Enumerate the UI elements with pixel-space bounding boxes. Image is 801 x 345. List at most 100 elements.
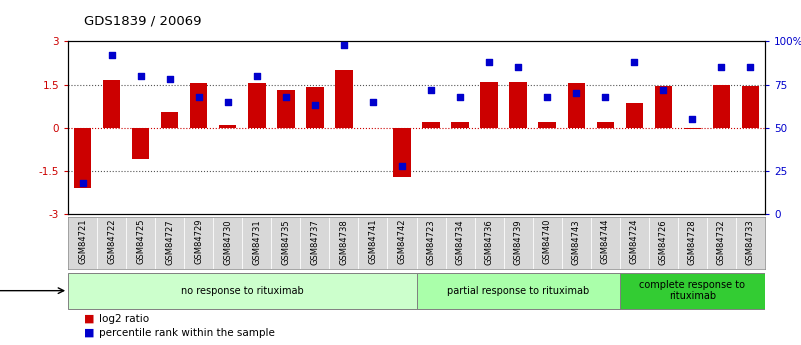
- Bar: [620, 273, 765, 308]
- Text: GSM84734: GSM84734: [456, 219, 465, 265]
- Text: GSM84728: GSM84728: [688, 219, 697, 265]
- Text: complete response to
rituximab: complete response to rituximab: [639, 280, 746, 302]
- Text: GSM84730: GSM84730: [223, 219, 232, 265]
- Bar: [277, 90, 295, 128]
- Bar: [161, 112, 179, 128]
- Point: [76, 180, 89, 186]
- Bar: [213, 217, 242, 269]
- Point: [280, 94, 292, 99]
- Text: GSM84743: GSM84743: [572, 219, 581, 265]
- Text: GSM84733: GSM84733: [746, 219, 755, 265]
- Bar: [388, 217, 417, 269]
- Text: log2 ratio: log2 ratio: [99, 314, 149, 324]
- Bar: [335, 70, 352, 128]
- Point: [453, 94, 466, 99]
- Text: partial response to rituximab: partial response to rituximab: [447, 286, 590, 296]
- Text: GSM84742: GSM84742: [397, 219, 406, 264]
- Bar: [678, 217, 706, 269]
- Point: [251, 73, 264, 79]
- Point: [192, 94, 205, 99]
- Point: [163, 77, 176, 82]
- Point: [221, 99, 234, 105]
- Bar: [74, 128, 91, 188]
- Bar: [504, 217, 533, 269]
- Point: [628, 59, 641, 65]
- Point: [570, 90, 582, 96]
- Bar: [393, 128, 411, 177]
- Text: GSM84729: GSM84729: [195, 219, 203, 264]
- Point: [541, 94, 553, 99]
- Text: GSM84726: GSM84726: [659, 219, 668, 265]
- Bar: [242, 217, 272, 269]
- Point: [483, 59, 496, 65]
- Bar: [300, 217, 329, 269]
- Bar: [422, 122, 440, 128]
- Text: GSM84731: GSM84731: [252, 219, 261, 265]
- Bar: [683, 128, 701, 129]
- Bar: [248, 83, 266, 128]
- Bar: [533, 217, 562, 269]
- Bar: [562, 217, 590, 269]
- Point: [512, 65, 525, 70]
- Point: [599, 94, 612, 99]
- Bar: [272, 217, 300, 269]
- Point: [425, 87, 437, 92]
- Point: [105, 52, 118, 58]
- Text: GSM84736: GSM84736: [485, 219, 493, 265]
- Text: GSM84732: GSM84732: [717, 219, 726, 265]
- Bar: [706, 217, 736, 269]
- Text: ■: ■: [84, 314, 95, 324]
- Bar: [742, 86, 759, 128]
- Bar: [474, 217, 504, 269]
- Bar: [103, 80, 120, 128]
- Bar: [68, 217, 97, 269]
- Text: ■: ■: [84, 328, 95, 338]
- Point: [686, 116, 698, 122]
- Bar: [445, 217, 474, 269]
- Text: GDS1839 / 20069: GDS1839 / 20069: [84, 14, 202, 28]
- Text: GSM84739: GSM84739: [513, 219, 522, 265]
- Bar: [219, 125, 236, 128]
- Bar: [329, 217, 359, 269]
- Bar: [417, 217, 445, 269]
- Bar: [306, 87, 324, 128]
- Text: no response to rituximab: no response to rituximab: [181, 286, 304, 296]
- Bar: [155, 217, 184, 269]
- Text: percentile rank within the sample: percentile rank within the sample: [99, 328, 275, 338]
- Text: GSM84740: GSM84740: [543, 219, 552, 264]
- Bar: [481, 82, 497, 128]
- Point: [744, 65, 757, 70]
- Bar: [127, 217, 155, 269]
- Text: GSM84741: GSM84741: [368, 219, 377, 264]
- Text: GSM84744: GSM84744: [601, 219, 610, 264]
- Text: GSM84738: GSM84738: [340, 219, 348, 265]
- Text: GSM84724: GSM84724: [630, 219, 638, 264]
- Point: [337, 42, 350, 48]
- Bar: [417, 273, 620, 308]
- Bar: [649, 217, 678, 269]
- Bar: [184, 217, 213, 269]
- Bar: [538, 122, 556, 128]
- Text: GSM84725: GSM84725: [136, 219, 145, 264]
- Bar: [626, 103, 643, 128]
- Bar: [713, 85, 731, 128]
- Bar: [620, 217, 649, 269]
- Bar: [597, 122, 614, 128]
- Bar: [190, 83, 207, 128]
- Text: GSM84737: GSM84737: [311, 219, 320, 265]
- Text: GSM84723: GSM84723: [427, 219, 436, 265]
- Bar: [567, 83, 585, 128]
- Bar: [509, 82, 527, 128]
- Point: [135, 73, 147, 79]
- Text: GSM84735: GSM84735: [281, 219, 290, 265]
- Point: [715, 65, 728, 70]
- Point: [396, 163, 409, 168]
- Text: GSM84727: GSM84727: [165, 219, 174, 265]
- Bar: [654, 86, 672, 128]
- Bar: [590, 217, 620, 269]
- Bar: [359, 217, 388, 269]
- Bar: [132, 128, 149, 159]
- Text: GSM84721: GSM84721: [78, 219, 87, 264]
- Point: [308, 102, 321, 108]
- Text: GSM84722: GSM84722: [107, 219, 116, 264]
